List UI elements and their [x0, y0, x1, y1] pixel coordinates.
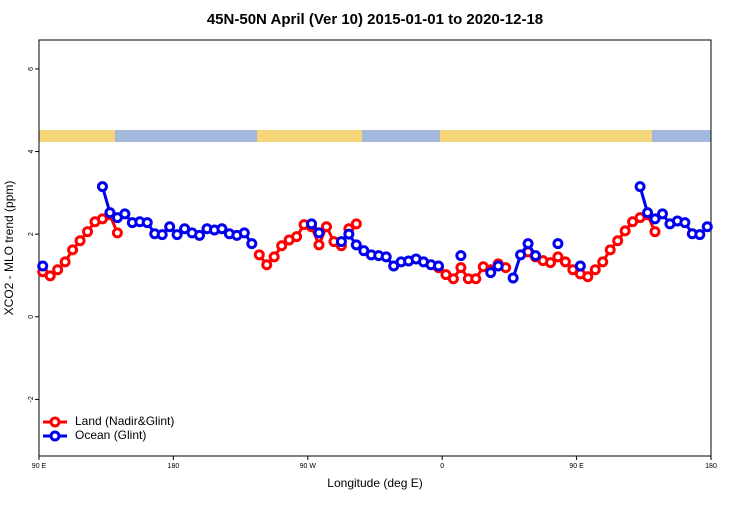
data-point — [141, 217, 153, 229]
x-tick-label: 180 — [705, 463, 717, 470]
data-point — [455, 262, 467, 274]
data-point — [619, 225, 631, 237]
x-tick-label: 180 — [168, 463, 180, 470]
data-point — [59, 256, 71, 268]
data-point — [216, 223, 228, 235]
legend-marker — [49, 430, 61, 442]
data-point — [455, 250, 467, 262]
x-tick-label: 0 — [440, 463, 444, 470]
data-point — [649, 213, 661, 225]
data-point — [612, 235, 624, 247]
x-tick-label: 90 E — [32, 463, 47, 470]
data-point — [604, 244, 616, 256]
data-point — [350, 218, 362, 230]
data-point — [642, 207, 654, 219]
data-point — [119, 208, 131, 220]
data-point — [291, 231, 303, 243]
data-point — [507, 272, 519, 284]
data-point — [313, 227, 325, 239]
map-strip — [39, 130, 711, 142]
x-tick-label: 90 W — [300, 463, 317, 470]
data-point — [238, 227, 250, 239]
data-point — [156, 229, 168, 241]
data-point — [306, 218, 318, 230]
y-axis-label: XCO2 - MLO trend (ppm) — [2, 181, 16, 316]
data-point — [656, 208, 668, 220]
land-strip — [257, 130, 362, 142]
legend-label: Land (Nadir&Glint) — [75, 414, 174, 428]
data-point — [679, 217, 691, 229]
data-point — [589, 264, 601, 276]
data-point — [544, 257, 556, 269]
data-point — [261, 259, 273, 271]
y-tick-label: 4 — [28, 149, 35, 153]
data-point — [313, 239, 325, 251]
data-point — [52, 264, 64, 276]
legend-marker — [49, 416, 61, 428]
data-point — [343, 228, 355, 240]
land-strip — [39, 130, 115, 142]
data-point — [104, 207, 116, 219]
data-point — [582, 271, 594, 283]
data-point — [320, 221, 332, 233]
data-point — [67, 244, 79, 256]
y-tick-label: 6 — [28, 67, 35, 71]
data-point — [597, 256, 609, 268]
data-point — [552, 238, 564, 250]
y-tick-label: -2 — [28, 396, 35, 402]
data-point — [492, 260, 504, 272]
data-point — [276, 240, 288, 252]
data-point — [82, 226, 94, 238]
data-point — [522, 238, 534, 250]
data-point — [552, 251, 564, 263]
land-strip — [440, 130, 652, 142]
data-point — [574, 260, 586, 272]
data-point — [530, 250, 542, 262]
x-axis-label: Longitude (deg E) — [327, 476, 422, 490]
data-point — [111, 227, 123, 239]
data-point — [470, 273, 482, 285]
data-point — [37, 260, 49, 272]
x-tick-label: 90 E — [569, 463, 584, 470]
data-point — [164, 221, 176, 233]
data-point — [246, 238, 258, 250]
y-tick-label: 2 — [28, 232, 35, 236]
series-line — [511, 240, 537, 279]
data-point — [485, 267, 497, 279]
data-point — [96, 181, 108, 193]
plot-frame — [38, 39, 712, 457]
data-point — [253, 249, 265, 261]
data-point — [515, 249, 527, 261]
data-point — [194, 229, 206, 241]
data-point — [447, 273, 459, 285]
data-point — [634, 181, 646, 193]
y-tick-label: 0 — [28, 315, 35, 319]
data-point — [432, 260, 444, 272]
chart-title: 45N-50N April (Ver 10) 2015-01-01 to 202… — [207, 11, 543, 28]
data-point — [559, 256, 571, 268]
data-point — [694, 229, 706, 241]
legend-label: Ocean (Glint) — [75, 428, 146, 442]
data-point — [171, 229, 183, 241]
data-point — [268, 251, 280, 263]
data-point — [701, 221, 713, 233]
data-point — [350, 239, 362, 251]
data-point — [44, 270, 56, 282]
data-point — [380, 251, 392, 263]
data-point — [649, 226, 661, 238]
data-point — [74, 235, 86, 247]
legend: Land (Nadir&Glint)Ocean (Glint) — [43, 414, 174, 442]
data-point — [335, 236, 347, 248]
